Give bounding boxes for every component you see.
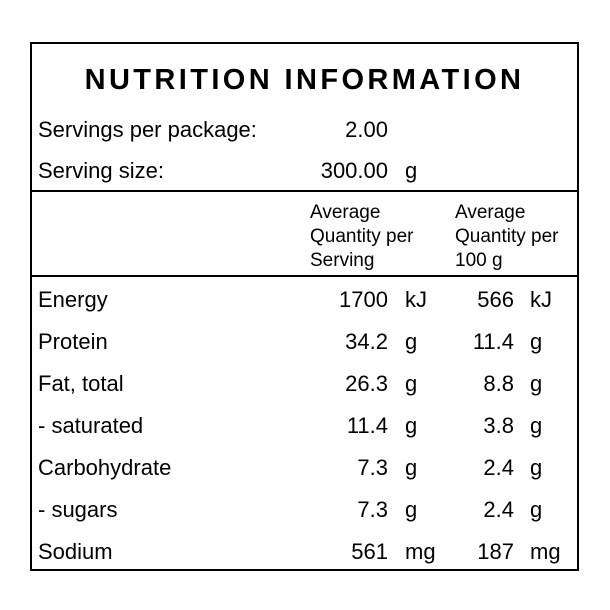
header-divider-bottom — [32, 275, 577, 277]
nutrient-name: Carbohydrate — [38, 455, 172, 480]
serving-unit: g — [405, 497, 418, 522]
serving-unit: kJ — [405, 287, 427, 312]
per100-value: 2.4 — [483, 455, 514, 480]
column-header-per-serving-line: Average — [310, 202, 381, 223]
serving-size-label: Serving size: — [38, 158, 164, 183]
nutrition-panel: NUTRITION INFORMATION Servings per packa… — [30, 42, 579, 571]
serving-value: 7.3 — [357, 497, 388, 522]
serving-value: 11.4 — [346, 413, 388, 438]
per100-value: 11.4 — [472, 329, 514, 354]
per100-value: 8.8 — [483, 371, 514, 396]
serving-value: 34.2 — [345, 329, 388, 354]
serving-unit: mg — [405, 539, 436, 564]
servings-value: 2.00 — [345, 117, 388, 142]
per100-value: 2.4 — [483, 497, 514, 522]
serving-value: 7.3 — [357, 455, 388, 480]
serving-value: 561 — [351, 539, 388, 564]
nutrient-name: - saturated — [38, 413, 144, 438]
nutrient-name: Fat, total — [38, 371, 124, 396]
per100-unit: g — [530, 455, 543, 480]
serving-value: 26.3 — [345, 371, 388, 396]
column-header-per-100g-line: Quantity per — [455, 226, 559, 247]
per100-value: 566 — [477, 287, 514, 312]
column-header-per-100g-line: Average — [455, 202, 526, 223]
per100-unit: g — [530, 497, 543, 522]
serving-unit: g — [405, 413, 418, 438]
serving-unit: g — [405, 329, 418, 354]
column-header-per-serving: Average Quantity per Serving — [310, 201, 414, 273]
column-header-per-serving-line: Quantity per — [310, 226, 414, 247]
servings-label: Servings per package: — [38, 117, 257, 142]
serving-unit: g — [405, 455, 418, 480]
serving-unit: g — [405, 371, 418, 396]
serving-value: 1700 — [339, 287, 388, 312]
nutrient-name: - sugars — [38, 497, 118, 522]
column-header-per-100g: Average Quantity per 100 g — [455, 201, 559, 273]
per100-value: 187 — [477, 539, 514, 564]
column-header-per-serving-line: Serving — [310, 250, 375, 271]
per100-unit: kJ — [530, 287, 552, 312]
serving-size-value: 300.00 — [320, 158, 388, 183]
serving-size-unit: g — [405, 158, 418, 183]
per100-unit: g — [530, 413, 543, 438]
nutrient-name: Protein — [38, 329, 108, 354]
panel-title: NUTRITION INFORMATION — [84, 64, 525, 96]
column-header-per-100g-line: 100 g — [455, 250, 503, 271]
header-divider-top — [32, 190, 577, 192]
nutrient-name: Sodium — [38, 539, 113, 564]
per100-value: 3.8 — [483, 413, 514, 438]
per100-unit: g — [530, 371, 543, 396]
nutrient-name: Energy — [38, 287, 108, 312]
per100-unit: g — [530, 329, 543, 354]
per100-unit: mg — [530, 539, 561, 564]
